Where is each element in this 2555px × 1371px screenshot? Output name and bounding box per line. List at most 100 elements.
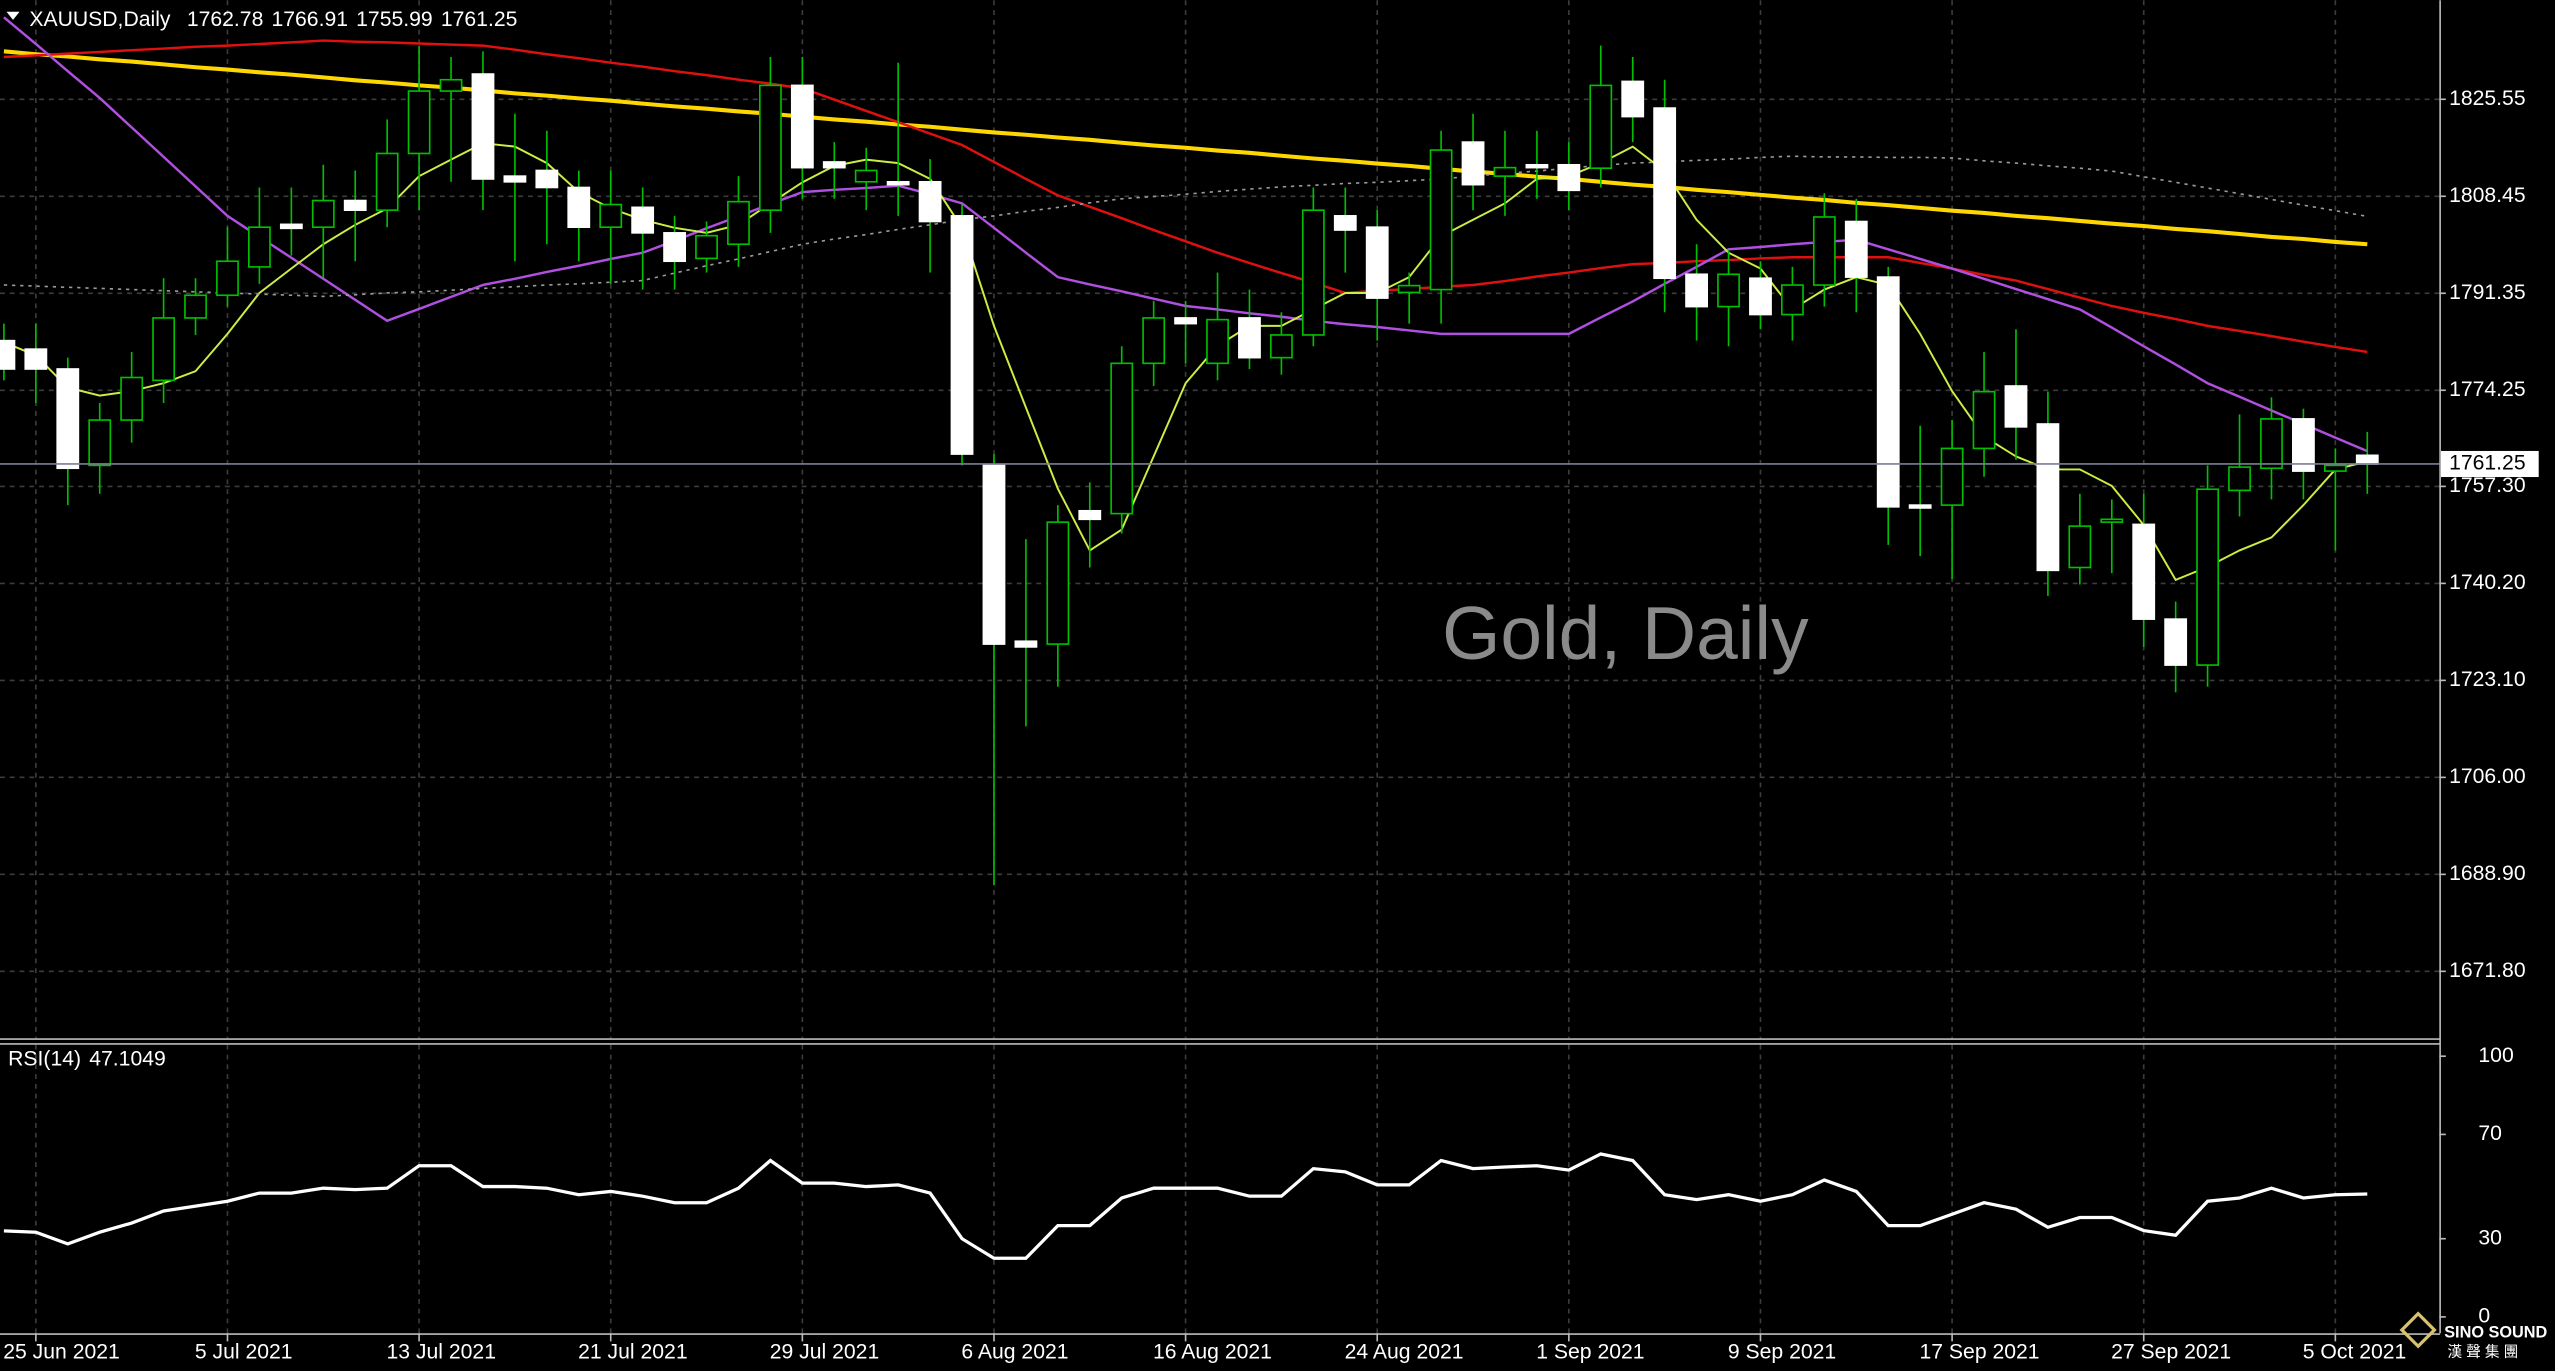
candle-body	[1621, 80, 1645, 118]
x-tick-label: 17 Sep 2021	[1920, 1340, 2040, 1363]
y-tick-label: 1723.10	[2449, 668, 2526, 691]
candle-body	[1781, 284, 1804, 316]
candle-body	[1812, 216, 1836, 286]
candle-body	[375, 152, 399, 211]
candle-body	[822, 161, 846, 169]
candle-body	[2355, 454, 2379, 465]
candle-body	[599, 203, 623, 229]
candle-body	[950, 215, 974, 455]
candle-body	[1525, 163, 1549, 169]
candle-body	[2132, 523, 2156, 620]
y-tick-label: 1774.25	[2449, 378, 2526, 401]
candle-body	[1717, 273, 1740, 308]
candle-body	[1557, 163, 1581, 192]
x-tick-label: 27 Sep 2021	[2111, 1340, 2231, 1363]
x-tick-label: 29 Jul 2021	[770, 1340, 879, 1363]
rsi-title: RSI(14)	[8, 1047, 81, 1070]
last-price-box	[2440, 450, 2539, 478]
candle-body	[248, 226, 271, 268]
chart-header: XAUUSD,Daily 1762.78 1766.91 1755.99 1761.25	[29, 7, 517, 30]
candle-body	[1972, 390, 1996, 450]
candle-body	[2100, 518, 2124, 523]
y-tick-label: 1825.55	[2449, 87, 2526, 110]
x-tick-label: 24 Aug 2021	[1345, 1340, 1464, 1363]
candle-body	[2004, 385, 2028, 428]
candle-body	[663, 232, 687, 263]
candle-body	[2292, 418, 2315, 472]
candle-body	[1301, 209, 1325, 336]
y-tick-label: 1757.30	[2449, 474, 2526, 497]
candle-body	[1078, 509, 1102, 521]
candle-body	[2196, 488, 2220, 666]
x-tick-label: 5 Jul 2021	[195, 1340, 293, 1363]
candle-body	[1014, 640, 1038, 648]
menu-arrow[interactable]	[6, 11, 20, 20]
y-tick-label: 1688.90	[2449, 862, 2526, 885]
x-tick-label: 13 Jul 2021	[387, 1340, 496, 1363]
watermark: Gold, Daily	[1442, 591, 1809, 675]
candle-body	[2323, 464, 2347, 472]
moving-average-line	[3, 155, 2368, 298]
x-tick-label: 21 Jul 2021	[578, 1340, 687, 1363]
candle-body	[535, 169, 559, 189]
y-tick-label: 1740.20	[2449, 571, 2526, 594]
open-value: 1762.78	[187, 7, 264, 30]
y-tick-label: 1706.00	[2449, 765, 2526, 788]
high-value: 1766.91	[271, 7, 348, 30]
candle-body	[1461, 141, 1485, 186]
candle-body	[1685, 273, 1709, 308]
x-tick-label: 5 Oct 2021	[2303, 1340, 2407, 1363]
last-price-label: 1761.25	[2449, 452, 2526, 475]
logo-subtitle: 漢 聲 集 團	[2447, 1344, 2518, 1361]
candle-body	[695, 234, 718, 260]
logo-icon	[2399, 1311, 2437, 1349]
moving-average-line	[3, 39, 2368, 354]
candle-body	[2228, 466, 2251, 492]
candle-body	[279, 223, 303, 230]
candle-body	[918, 180, 942, 223]
logo: SINO SOUND 漢 聲 集 團	[2399, 1311, 2548, 1361]
candle-body	[2260, 418, 2283, 470]
candle-body	[1876, 276, 1900, 508]
y-tick-label: 30	[2478, 1226, 2502, 1249]
low-value: 1755.99	[356, 7, 433, 30]
candle-body	[152, 317, 176, 382]
y-tick-label: 1671.80	[2449, 959, 2526, 982]
candle-body	[1046, 521, 1070, 645]
candle-body	[1940, 447, 1964, 506]
y-tick-label: 100	[2478, 1044, 2513, 1067]
x-tick-label: 9 Sep 2021	[1728, 1340, 1836, 1363]
candle-body	[1174, 317, 1198, 325]
candle-body	[471, 73, 495, 180]
candle-body	[56, 368, 80, 470]
logo-name: SINO SOUND	[2444, 1324, 2547, 1342]
candle-body	[727, 200, 750, 246]
candle-body	[2036, 423, 2060, 572]
y-tick-label: 0	[2478, 1305, 2490, 1328]
candle-body	[1142, 317, 1166, 365]
candle-body	[886, 180, 910, 186]
candle-body	[1749, 277, 1772, 316]
candle-body	[120, 376, 144, 421]
candle-body	[24, 348, 48, 370]
candle-body	[1238, 317, 1261, 359]
x-tick-label: 1 Sep 2021	[1536, 1340, 1644, 1363]
x-tick-label: 6 Aug 2021	[961, 1340, 1068, 1363]
candle-body	[1908, 504, 1932, 509]
candle-body	[343, 199, 367, 211]
candle-body	[311, 199, 335, 229]
candle-body	[407, 90, 431, 155]
moving-average-line	[3, 49, 2368, 247]
candle-body	[1844, 220, 1868, 278]
candle-body	[1397, 284, 1421, 294]
candle-body	[2068, 525, 2092, 569]
candle-body	[216, 260, 239, 297]
rsi-value: 47.1049	[89, 1047, 166, 1070]
candle-body	[1206, 318, 1229, 365]
y-tick-label: 1808.45	[2449, 184, 2526, 207]
candle-body	[2164, 618, 2188, 666]
candle-body	[88, 419, 112, 467]
